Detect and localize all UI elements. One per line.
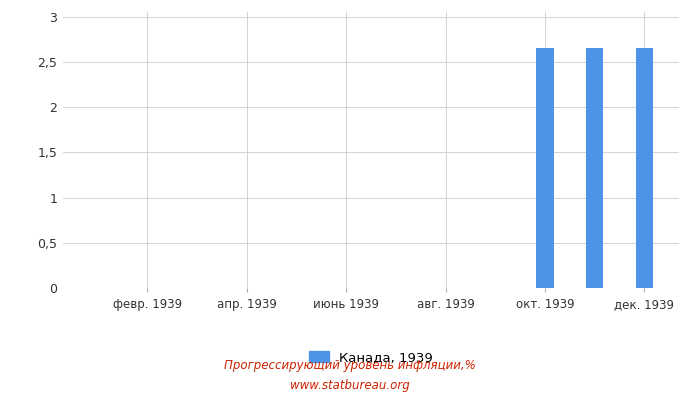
Legend: Канада, 1939: Канада, 1939 — [309, 351, 433, 364]
Text: Прогрессирующий уровень инфляции,%: Прогрессирующий уровень инфляции,% — [224, 360, 476, 372]
Text: www.statbureau.org: www.statbureau.org — [290, 380, 410, 392]
Bar — [636, 48, 653, 288]
Bar — [536, 48, 554, 288]
Bar — [586, 48, 603, 288]
